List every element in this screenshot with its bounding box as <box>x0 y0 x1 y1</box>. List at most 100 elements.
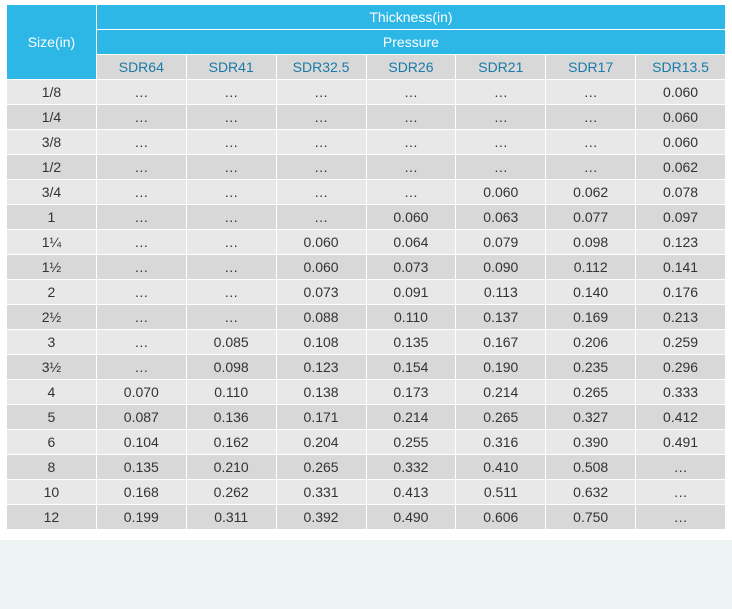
table-row: 2½……0.0880.1100.1370.1690.213 <box>7 305 726 330</box>
data-cell: … <box>366 130 456 155</box>
data-cell: … <box>96 105 186 130</box>
data-cell: 0.162 <box>186 430 276 455</box>
data-cell: 0.141 <box>636 255 726 280</box>
data-cell: … <box>186 180 276 205</box>
column-header: SDR41 <box>186 55 276 80</box>
data-cell: 0.104 <box>96 430 186 455</box>
data-cell: 0.259 <box>636 330 726 355</box>
table-row: 3/4…………0.0600.0620.078 <box>7 180 726 205</box>
data-cell: 0.060 <box>636 105 726 130</box>
data-cell: … <box>276 155 366 180</box>
data-cell: … <box>186 255 276 280</box>
table-row: 1½……0.0600.0730.0900.1120.141 <box>7 255 726 280</box>
size-cell: 3/8 <box>7 130 97 155</box>
data-cell: 0.085 <box>186 330 276 355</box>
table-row: 3…0.0850.1080.1350.1670.2060.259 <box>7 330 726 355</box>
data-cell: … <box>456 80 546 105</box>
data-cell: 0.316 <box>456 430 546 455</box>
table-row: 3/8………………0.060 <box>7 130 726 155</box>
data-cell: 0.060 <box>636 80 726 105</box>
size-cell: 1 <box>7 205 97 230</box>
data-cell: 0.206 <box>546 330 636 355</box>
data-cell: … <box>96 255 186 280</box>
data-cell: 0.412 <box>636 405 726 430</box>
data-cell: 0.390 <box>546 430 636 455</box>
data-cell: 0.213 <box>636 305 726 330</box>
data-cell: 0.137 <box>456 305 546 330</box>
data-cell: … <box>546 105 636 130</box>
table-row: 3½…0.0980.1230.1540.1900.2350.296 <box>7 355 726 380</box>
data-cell: 0.265 <box>276 455 366 480</box>
data-cell: … <box>546 155 636 180</box>
size-cell: 3/4 <box>7 180 97 205</box>
data-cell: 0.077 <box>546 205 636 230</box>
table-container: Size(in) Thickness(in) Pressure SDR64SDR… <box>0 0 732 540</box>
data-cell: 0.060 <box>366 205 456 230</box>
table-row: 1/4………………0.060 <box>7 105 726 130</box>
table-row: 100.1680.2620.3310.4130.5110.632… <box>7 480 726 505</box>
data-cell: … <box>636 505 726 530</box>
data-cell: 0.098 <box>186 355 276 380</box>
data-cell: … <box>186 205 276 230</box>
pressure-header: Pressure <box>96 30 725 55</box>
column-header: SDR26 <box>366 55 456 80</box>
data-cell: 0.508 <box>546 455 636 480</box>
data-cell: 0.112 <box>546 255 636 280</box>
data-cell: … <box>186 280 276 305</box>
data-cell: 0.090 <box>456 255 546 280</box>
data-cell: 0.087 <box>96 405 186 430</box>
size-cell: 1¼ <box>7 230 97 255</box>
table-row: 120.1990.3110.3920.4900.6060.750… <box>7 505 726 530</box>
size-cell: 1/8 <box>7 80 97 105</box>
data-cell: 0.265 <box>546 380 636 405</box>
data-cell: 0.199 <box>96 505 186 530</box>
table-row: 1………0.0600.0630.0770.097 <box>7 205 726 230</box>
size-cell: 5 <box>7 405 97 430</box>
data-cell: 0.073 <box>276 280 366 305</box>
table-row: 60.1040.1620.2040.2550.3160.3900.491 <box>7 430 726 455</box>
data-cell: … <box>366 155 456 180</box>
size-cell: 6 <box>7 430 97 455</box>
data-cell: 0.296 <box>636 355 726 380</box>
data-cell: 0.265 <box>456 405 546 430</box>
data-cell: … <box>456 155 546 180</box>
data-cell: 0.060 <box>276 255 366 280</box>
table-row: 2……0.0730.0910.1130.1400.176 <box>7 280 726 305</box>
data-cell: … <box>96 305 186 330</box>
data-cell: 0.311 <box>186 505 276 530</box>
thickness-header: Thickness(in) <box>96 5 725 30</box>
data-cell: 0.060 <box>276 230 366 255</box>
data-cell: … <box>96 80 186 105</box>
data-cell: 0.097 <box>636 205 726 230</box>
data-cell: 0.491 <box>636 430 726 455</box>
size-cell: 1½ <box>7 255 97 280</box>
table-row: 40.0700.1100.1380.1730.2140.2650.333 <box>7 380 726 405</box>
size-cell: 2½ <box>7 305 97 330</box>
size-header: Size(in) <box>7 5 97 80</box>
data-cell: … <box>276 130 366 155</box>
column-header: SDR17 <box>546 55 636 80</box>
size-cell: 10 <box>7 480 97 505</box>
data-cell: 0.190 <box>456 355 546 380</box>
data-cell: 0.073 <box>366 255 456 280</box>
data-cell: 0.110 <box>186 380 276 405</box>
data-cell: 0.138 <box>276 380 366 405</box>
data-cell: … <box>96 355 186 380</box>
data-cell: 0.108 <box>276 330 366 355</box>
data-cell: … <box>456 105 546 130</box>
data-cell: 0.110 <box>366 305 456 330</box>
data-cell: 0.262 <box>186 480 276 505</box>
data-cell: … <box>96 230 186 255</box>
data-cell: 0.136 <box>186 405 276 430</box>
table-row: 1/8………………0.060 <box>7 80 726 105</box>
column-header: SDR21 <box>456 55 546 80</box>
data-cell: 0.123 <box>276 355 366 380</box>
data-cell: … <box>636 455 726 480</box>
data-cell: … <box>186 130 276 155</box>
data-cell: 0.333 <box>636 380 726 405</box>
data-cell: … <box>546 80 636 105</box>
data-cell: 0.606 <box>456 505 546 530</box>
data-cell: 0.062 <box>636 155 726 180</box>
data-cell: 0.332 <box>366 455 456 480</box>
data-cell: 0.168 <box>96 480 186 505</box>
